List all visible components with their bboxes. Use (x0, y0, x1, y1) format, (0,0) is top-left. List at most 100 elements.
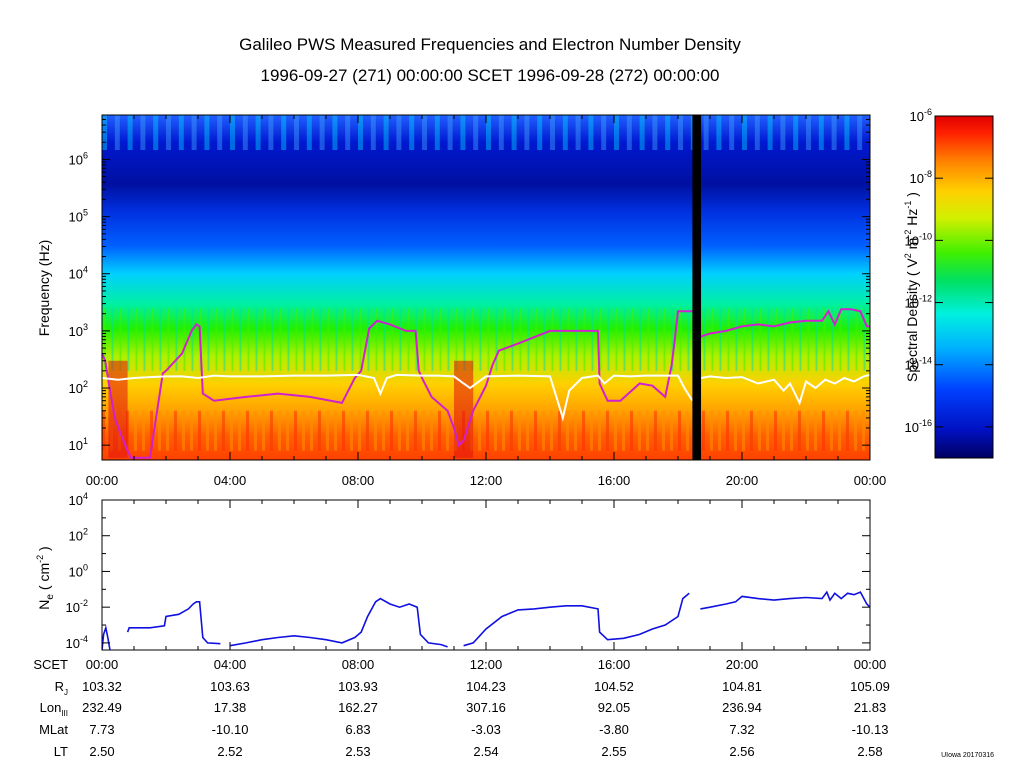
ephemeris-cell: 92.05 (598, 700, 631, 715)
spectrogram-streak (306, 115, 312, 150)
spectrogram-striation (831, 308, 834, 371)
density-tick-label: 100 (69, 562, 88, 579)
density-line (463, 592, 690, 647)
spectrogram-streak (844, 115, 850, 150)
frequency-tick-label: 103 (69, 322, 88, 339)
spectrogram-striation (550, 410, 553, 451)
spectrogram-streak (383, 115, 389, 150)
ephemeris-cell: 104.52 (594, 679, 634, 694)
spectrogram-striation (598, 410, 601, 451)
spectrogram-streak (793, 115, 799, 150)
spectrogram-striation (735, 308, 738, 371)
spectrogram-striation (391, 308, 394, 371)
spectrogram-striation (839, 308, 842, 371)
spectrogram-striation (407, 308, 410, 371)
spectrogram-striation (687, 308, 690, 371)
density-line (229, 597, 448, 648)
spectrogram-striation (230, 410, 233, 451)
spectrogram-striation (414, 410, 417, 451)
spectrogram-striation (638, 410, 641, 451)
spectrogram-striation (175, 308, 178, 371)
density-tick-label: 102 (69, 527, 88, 544)
spectrogram-striation (174, 410, 177, 451)
spectrogram-striation (751, 308, 754, 371)
spectrogram-striation (223, 308, 226, 371)
spectrogram-striation (599, 308, 602, 371)
frequency-tick-label: 104 (69, 265, 88, 282)
ephemeris-cell: 105.09 (850, 679, 890, 694)
spectrogram-striation (254, 410, 257, 451)
white-trace-after-gap--line (700, 373, 870, 406)
magenta-trace-line (102, 310, 693, 459)
spectrogram-striation (191, 308, 194, 371)
frequency-tick-label: 105 (69, 208, 88, 225)
spectrogram-streak (281, 115, 287, 150)
spectrogram-streak (345, 115, 351, 150)
spectrogram-striation (639, 308, 642, 371)
magenta-trace-after-gap--line (700, 308, 870, 338)
density-line (102, 624, 111, 650)
spectrogram-striation (614, 410, 617, 451)
spectrogram-striation (806, 410, 809, 451)
spectrogram-streak (153, 115, 159, 150)
colorbar-tick-label: 10-6 (910, 107, 932, 124)
spectrogram-streak (460, 115, 466, 150)
spectrogram-striation (279, 308, 282, 371)
spectrogram-striation (526, 410, 529, 451)
spectrogram-striation (750, 410, 753, 451)
spectrogram-striation (343, 308, 346, 371)
density-tick-label: 10-4 (66, 634, 88, 651)
spectrogram-striation (158, 410, 161, 451)
spectrogram-striation (479, 308, 482, 371)
spectrogram-streak (562, 115, 568, 150)
spectrogram-striation (783, 308, 786, 371)
ephemeris-cell: 2.53 (345, 744, 370, 759)
spectrogram-striation (486, 410, 489, 451)
spectrogram-streak (857, 115, 863, 150)
spectrogram-striation (502, 410, 505, 451)
ephemeris-cell: 236.94 (722, 700, 762, 715)
spectrogram-striation (335, 308, 338, 371)
spectrogram-streak (537, 115, 543, 150)
spectrogram-striation (423, 308, 426, 371)
colorbar-tick-label: 10-14 (905, 356, 932, 373)
density-axis-label: Ne ( cm-2 ) (35, 546, 56, 609)
spectrogram-streak (191, 115, 197, 150)
spectrogram-streak (204, 115, 210, 150)
spectrogram-streak (217, 115, 223, 150)
spectrogram-streak (511, 115, 517, 150)
spectrogram-striation (262, 410, 265, 451)
spectrogram-striation (662, 410, 665, 451)
spectrogram-striation (518, 410, 521, 451)
spectrogram-striation (238, 410, 241, 451)
ephemeris-cell: 17.38 (214, 700, 247, 715)
ephemeris-cell: -10.13 (852, 722, 889, 737)
spectrogram-streak (422, 115, 427, 150)
ephemeris-cell: 232.49 (82, 700, 122, 715)
ephemeris-table: SCET RJ LonIII MLat LT 00:00 103.32 232.49 7.73 2… (33, 657, 890, 759)
colorbar-label: Spectral Density ( V2 m-2 Hz-1 ) (903, 192, 920, 382)
ephemeris-cell: 20:00 (726, 657, 759, 672)
spectrogram-streak (242, 115, 248, 150)
density-line (126, 600, 221, 645)
spectrogram-striation (679, 308, 682, 371)
ephemeris-cell: -3.03 (471, 722, 501, 737)
ephemeris-cell: 2.55 (601, 744, 626, 759)
spectrogram-striation (287, 308, 290, 371)
spectrogram-striation (431, 308, 434, 371)
spectrogram-striation (791, 308, 794, 371)
colorbar-tick-label: 10-8 (910, 169, 932, 186)
spectrogram-striation (439, 308, 442, 371)
frequency-tick-label: 101 (69, 436, 88, 453)
spectrogram-striation (399, 308, 402, 371)
colorbar-gradient (934, 115, 994, 459)
spectrogram-striation (775, 308, 778, 371)
spectrogram-streak (255, 115, 261, 150)
spectrogram-striation (727, 308, 730, 371)
ephemeris-cell: 7.73 (89, 722, 114, 737)
spectrogram-striation (671, 308, 674, 371)
ephemeris-cell: 00:00 (86, 657, 119, 672)
spectrogram-hot-region (454, 360, 474, 458)
density-line (700, 590, 870, 610)
time-tick-label: 20:00 (726, 473, 759, 488)
